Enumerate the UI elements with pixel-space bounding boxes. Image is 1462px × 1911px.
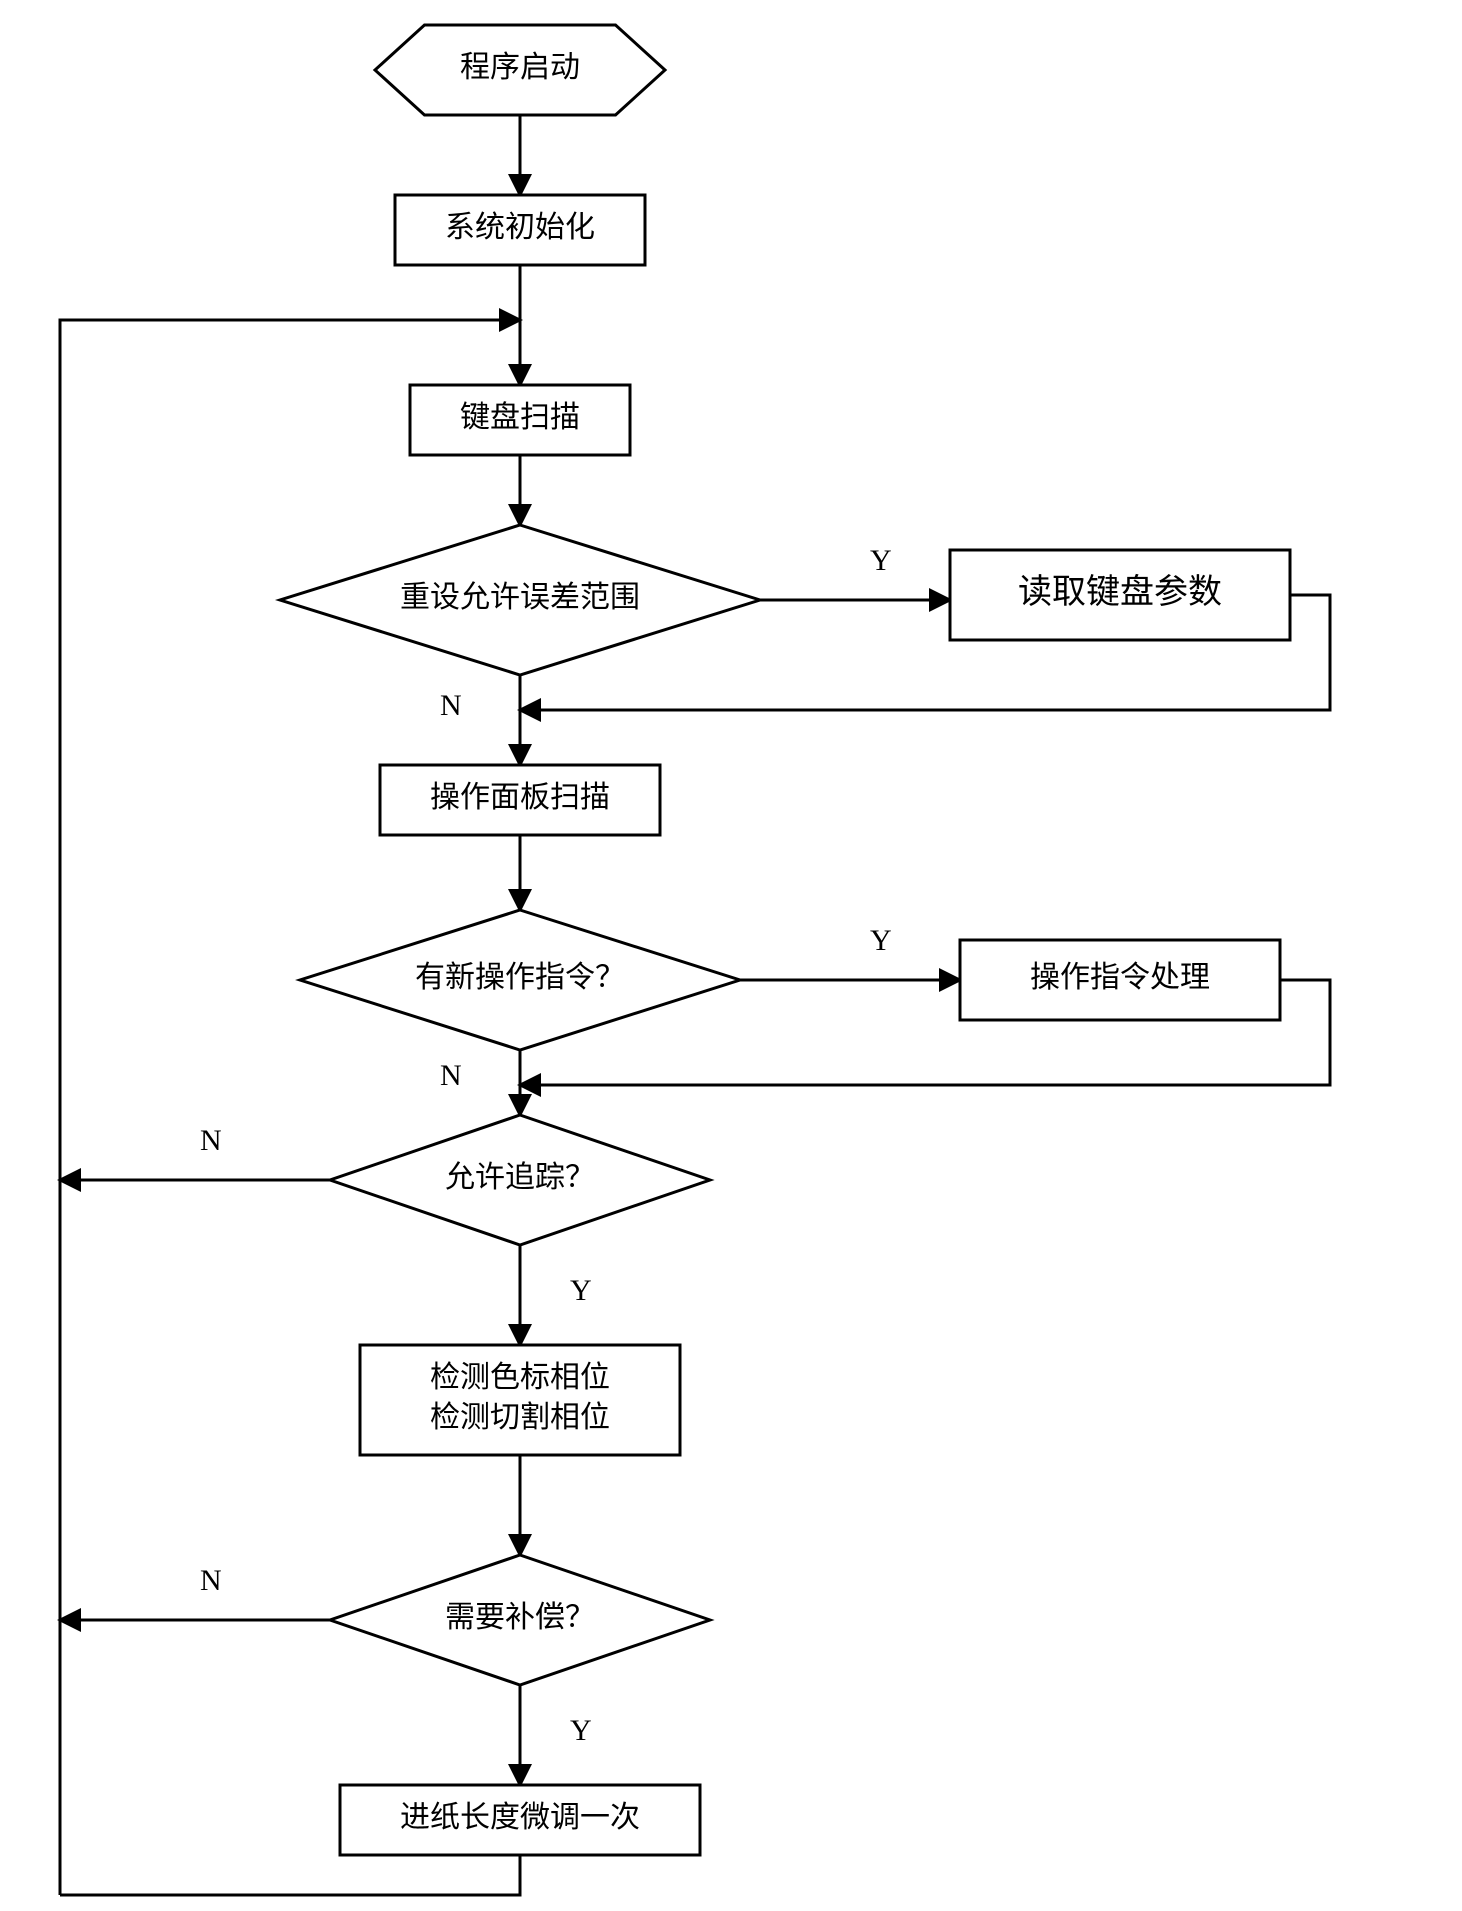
node-d_track: 允许追踪？ [330, 1115, 710, 1245]
edge-label: N [200, 1124, 222, 1157]
node-scan_kb: 键盘扫描 [410, 385, 630, 455]
node-read_kb: 读取键盘参数 [950, 550, 1290, 640]
node-label: 系统初始化 [445, 211, 595, 244]
node-d_tolerance: 重设允许误差范围 [280, 525, 760, 675]
node-label: 键盘扫描 [460, 401, 580, 434]
node-label: 有新操作指令？ [415, 961, 625, 994]
node-init: 系统初始化 [395, 195, 645, 265]
nodes-layer: 程序启动系统初始化键盘扫描重设允许误差范围 读取键盘参数操作面板扫描有新操作指令？… [280, 25, 1290, 1855]
node-label: 操作指令处理 [1030, 961, 1210, 994]
edge-label: Y [870, 544, 892, 577]
node-label: 读取键盘参数 [1018, 573, 1222, 611]
edge-label: Y [570, 1714, 592, 1747]
edge-label: Y [570, 1274, 592, 1307]
node-detect: 检测色标相位检测切割相位 [360, 1345, 680, 1455]
node-start: 程序启动 [375, 25, 665, 115]
edge-label: N [440, 689, 462, 722]
node-scan_panel: 操作面板扫描 [380, 765, 660, 835]
node-label: 操作面板扫描 [430, 781, 610, 814]
edge-label: N [440, 1059, 462, 1092]
edge [60, 1855, 520, 1895]
node-label: 允许追踪？ [445, 1161, 595, 1194]
node-label: 需要补偿？ [445, 1601, 595, 1634]
node-label: 检测切割相位 [430, 1401, 610, 1434]
edge-label: Y [870, 924, 892, 957]
node-d_newcmd: 有新操作指令？ [300, 910, 740, 1050]
node-label: 重设允许误差范围 [400, 581, 640, 614]
node-label: 程序启动 [460, 51, 580, 84]
edge-label: N [200, 1564, 222, 1597]
node-adjust: 进纸长度微调一次 [340, 1785, 700, 1855]
node-proc_cmd: 操作指令处理 [960, 940, 1280, 1020]
node-d_comp: 需要补偿？ [330, 1555, 710, 1685]
node-label: 检测色标相位 [430, 1361, 610, 1394]
node-label: 进纸长度微调一次 [400, 1801, 640, 1834]
